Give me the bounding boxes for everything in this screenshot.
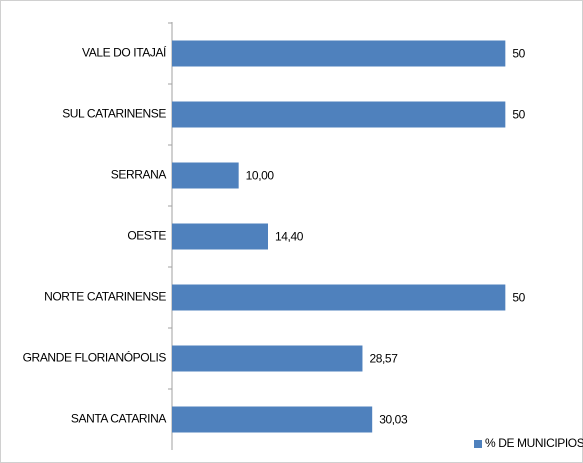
value-label: 28,57 — [369, 352, 398, 366]
value-label: 14,40 — [275, 230, 304, 244]
bar — [172, 162, 239, 189]
bar — [172, 406, 373, 433]
value-label: 50 — [512, 47, 525, 61]
bar — [172, 345, 363, 372]
value-label: 30,03 — [379, 413, 408, 427]
legend-label: % DE MUNICIPIOS — [485, 436, 583, 450]
bar — [172, 223, 268, 250]
value-label: 50 — [512, 108, 525, 122]
y-tick-label: SUL CATARINENSE — [62, 107, 166, 121]
y-tick-label: GRANDE FLORIANÓPOLIS — [23, 350, 167, 365]
y-tick-label: VALE DO ITAJAÍ — [82, 45, 167, 60]
value-label: 50 — [512, 291, 525, 305]
bar — [172, 284, 506, 311]
y-tick-label: SERRANA — [111, 168, 167, 182]
legend-swatch — [474, 440, 482, 448]
y-tick-label: OESTE — [127, 229, 166, 243]
bar — [172, 40, 506, 67]
value-label: 10,00 — [246, 169, 275, 183]
bar — [172, 101, 506, 128]
y-tick-label: NORTE CATARINENSE — [44, 290, 166, 304]
y-tick-label: SANTA CATARINA — [71, 412, 166, 426]
